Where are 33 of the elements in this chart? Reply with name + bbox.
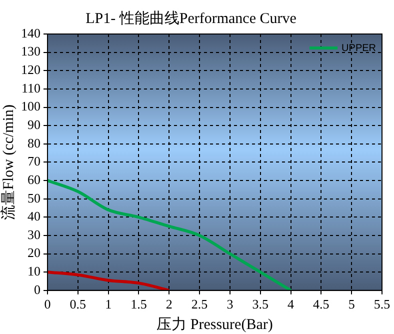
x-tick-label: 5 — [348, 296, 355, 312]
legend-label: UPPER — [342, 42, 376, 54]
x-tick-label: 1 — [105, 296, 112, 312]
x-axis-title: 压力 Pressure(Bar) — [156, 316, 273, 333]
y-tick-label: 130 — [21, 44, 40, 59]
y-tick-label: 110 — [21, 80, 40, 96]
y-tick-label: 70 — [28, 154, 40, 169]
x-tick-label: 5.5 — [374, 296, 390, 312]
x-tick-label: 3 — [226, 296, 234, 312]
y-axis-title: 流量Flow (cc/min) — [0, 104, 17, 220]
y-tick-label: 140 — [21, 25, 40, 40]
y-tick-label: 40 — [28, 208, 40, 224]
y-tick-label: 20 — [28, 245, 40, 260]
x-tick-label: 2 — [166, 296, 172, 312]
x-tick-label: 4 — [288, 296, 295, 312]
y-tick-label: 60 — [28, 172, 40, 187]
y-tick-label: 80 — [28, 135, 40, 150]
chart-title: LP1- 性能曲线Performance Curve — [86, 10, 297, 27]
x-tick-label: 0 — [44, 296, 51, 312]
y-tick-label: 100 — [21, 98, 40, 114]
x-tick-label: 4.5 — [313, 296, 330, 312]
x-tick-label: 3.5 — [252, 296, 268, 312]
y-tick-label: 50 — [28, 190, 40, 206]
y-tick-label: 0 — [34, 282, 40, 297]
y-tick-label: 30 — [28, 226, 40, 242]
y-tick-label: 120 — [21, 62, 40, 78]
x-tick-label: 0.5 — [70, 296, 86, 312]
y-tick-label: 10 — [28, 264, 40, 279]
line-series — [48, 270, 171, 290]
x-tick-label: 1.5 — [130, 296, 147, 312]
line-series — [48, 179, 292, 290]
y-tick-label: 90 — [28, 116, 40, 132]
x-tick-label: 2.5 — [191, 296, 208, 312]
